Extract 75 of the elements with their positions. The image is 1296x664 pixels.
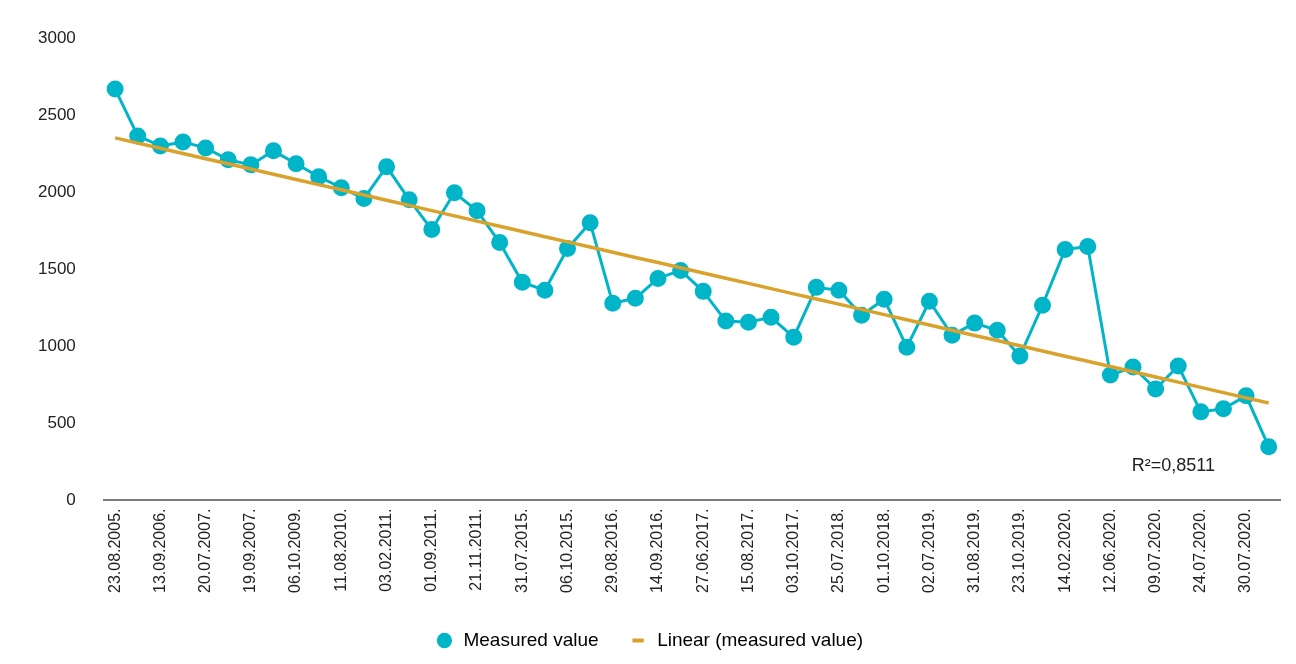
point — [875, 290, 893, 308]
point — [1079, 238, 1097, 256]
point — [513, 273, 531, 291]
x-tick-label: 27.06.2017. — [693, 508, 711, 594]
x-tick-label: 14.02.2020. — [1055, 508, 1073, 594]
point — [739, 313, 757, 331]
point — [468, 202, 486, 220]
point — [762, 308, 780, 326]
point — [197, 139, 215, 157]
point — [423, 221, 441, 239]
point — [1192, 403, 1210, 421]
x-tick-label: 03.02.2011. — [376, 508, 394, 592]
annotation: R²=0,8511 — [1131, 455, 1216, 476]
x-tick-label: 11.08.2010. — [331, 508, 349, 592]
x-tick-label: 01.09.2011. — [422, 508, 440, 592]
point — [310, 168, 328, 186]
y-tick-label: 2500 — [37, 104, 76, 124]
y-tick-label: 500 — [47, 413, 76, 433]
x-tick-label: 13.09.2006. — [150, 508, 168, 594]
y-tick-label: 3000 — [37, 27, 76, 47]
point — [1034, 296, 1052, 314]
point — [988, 321, 1006, 339]
y-tick-label: 1000 — [37, 336, 76, 356]
x-tick-label: 01.10.2018. — [874, 508, 892, 594]
point — [898, 338, 916, 356]
x-tick-label: 30.07.2020. — [1236, 508, 1254, 594]
point — [491, 234, 509, 252]
point — [966, 314, 984, 332]
x-tick-label: 03.10.2017. — [784, 508, 802, 594]
point — [717, 312, 735, 330]
x-tick-label: 24.07.2020. — [1191, 508, 1209, 594]
x-tick-label: 31.07.2015. — [512, 508, 530, 594]
x-tick-label: 21.11.2011. — [467, 508, 485, 591]
x-tick-label: 19.09.2007. — [241, 508, 259, 594]
x-tick-label: 31.08.2019. — [965, 508, 983, 594]
point — [264, 142, 282, 160]
x-tick-label: 09.07.2020. — [1146, 508, 1164, 594]
point — [920, 292, 938, 310]
x-tick-label: 23.10.2019. — [1010, 508, 1028, 594]
point — [1260, 438, 1278, 456]
x-tick-label: 06.10.2009. — [286, 508, 304, 594]
point — [174, 133, 192, 151]
point — [830, 281, 848, 299]
x-tick-label: 06.10.2015. — [557, 508, 575, 594]
point — [807, 278, 825, 296]
point — [581, 214, 599, 232]
x-tick-label: 20.07.2007. — [196, 508, 214, 594]
y-tick-label: 0 — [66, 490, 76, 510]
point — [378, 158, 396, 176]
point — [785, 328, 803, 346]
x-tick-label: 23.08.2005. — [105, 508, 123, 594]
x-tick-label: 14.09.2016. — [648, 508, 666, 594]
legend-label: Linear (measured value) — [657, 628, 864, 650]
point — [536, 281, 554, 299]
point — [1011, 347, 1029, 365]
point — [694, 282, 712, 300]
x-tick-label: 29.08.2016. — [603, 508, 621, 594]
point — [106, 80, 124, 98]
x-tick-label: 12.06.2020. — [1100, 508, 1118, 594]
point — [626, 289, 644, 307]
point — [1169, 357, 1187, 375]
legend-label: Measured value — [463, 628, 599, 650]
point — [287, 155, 305, 173]
point — [1056, 240, 1074, 258]
point — [649, 269, 667, 287]
x-tick-label: 15.08.2017. — [738, 508, 756, 594]
point — [1101, 366, 1119, 384]
x-tick-label: 02.07.2019. — [919, 508, 937, 594]
point — [1214, 400, 1232, 418]
point — [1147, 380, 1165, 398]
x-tick-label: 25.07.2018. — [829, 508, 847, 594]
point — [604, 294, 622, 312]
y-tick-label: 2000 — [37, 181, 76, 201]
y-tick-label: 1500 — [37, 259, 76, 279]
point — [445, 184, 463, 202]
